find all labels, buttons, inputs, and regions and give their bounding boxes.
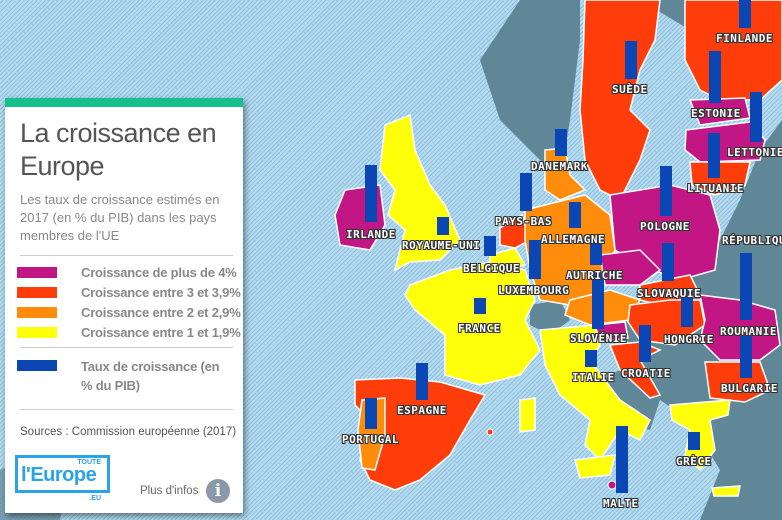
legend-label: Taux de croissance (en % du PIB) — [81, 359, 220, 393]
legend-list: Croissance de plus de 4% Croissance entr… — [5, 262, 243, 342]
bar-pologne — [660, 166, 672, 216]
label-republique: RÉPUBLIQUE — [722, 234, 782, 247]
subtitle: Les taux de croissance estimés en 2017 (… — [20, 192, 220, 243]
label-espagne: ESPAGNE — [397, 404, 447, 417]
bar-royaume-uni — [437, 217, 449, 235]
title-line-2: Europe — [20, 151, 105, 181]
bar-italie — [585, 350, 597, 367]
legend-swatch — [17, 306, 57, 318]
legend-swatch — [17, 266, 57, 278]
label-slovenie: SLOVÉNIE — [570, 332, 627, 345]
label-estonie: ESTONIE — [691, 107, 741, 120]
bar-danemark — [555, 129, 567, 156]
panel-accent-bar — [5, 98, 243, 107]
bar-estonie — [709, 51, 721, 103]
label-france: FRANCE — [458, 322, 501, 335]
bar-suede — [625, 41, 637, 79]
legend-item-3-to-3-9: Croissance entre 3 et 3,9% — [17, 282, 243, 302]
toute-leurope-logo[interactable]: TOUTE l'Europe .EU — [15, 455, 110, 502]
label-slovaquie: SLOVAQUIE — [637, 287, 702, 300]
legend-label: Croissance entre 2 et 2,9% — [81, 304, 241, 320]
bar-lituanie — [708, 133, 720, 178]
legend-swatch — [17, 360, 57, 371]
legend-item-over-4: Croissance de plus de 4% — [17, 262, 243, 282]
bar-luxembourg — [529, 240, 541, 279]
info-icon[interactable]: i — [206, 479, 230, 503]
bar-slovenie — [592, 273, 604, 329]
label-finlande: FINLANDE — [716, 32, 773, 45]
title-line-1: La croissance en — [20, 118, 217, 148]
bar-autriche — [590, 235, 602, 265]
label-autriche: AUTRICHE — [566, 269, 623, 282]
label-royaume-uni: ROYAUME-UNI — [402, 239, 481, 252]
label-luxembourg: LUXEMBOURG — [498, 284, 570, 297]
divider — [20, 347, 233, 348]
legend-label: Croissance de plus de 4% — [81, 264, 237, 280]
legend-panel: La croissance en Europe Les taux de croi… — [5, 98, 243, 513]
bar-grece — [688, 432, 700, 450]
logo-main: l'Europe — [21, 464, 97, 486]
bar-france — [474, 298, 486, 314]
bar-roumanie — [740, 290, 752, 320]
bar-belgique — [484, 236, 496, 256]
divider — [20, 255, 233, 256]
bar-bulgarie — [740, 336, 752, 378]
legend-item-growth-bar: Taux de croissance (en % du PIB) — [17, 357, 233, 395]
legend-swatch — [17, 286, 57, 298]
bar-portugal — [365, 398, 377, 429]
bar-pays-bas — [520, 173, 532, 211]
bar-finlande — [739, 0, 751, 28]
more-info-link[interactable]: Plus d'infos — [140, 485, 199, 497]
divider — [20, 409, 233, 410]
label-grece: GRÈCE — [676, 455, 712, 468]
logo-toute: TOUTE — [77, 459, 101, 466]
legend-label: Croissance entre 3 et 3,9% — [81, 284, 241, 300]
label-suede: SUÈDE — [612, 83, 648, 96]
label-portugal: PORTUGAL — [342, 433, 399, 446]
bar-hongrie — [681, 289, 693, 327]
bar-lettonie — [750, 92, 762, 142]
label-belgique: BELGIQUE — [463, 262, 520, 275]
label-allemagne: ALLEMAGNE — [541, 233, 606, 246]
label-croatie: CROATIE — [621, 367, 671, 380]
bar-irlande — [365, 165, 377, 222]
bar-allemagne — [569, 202, 581, 228]
sources: Sources : Commission européenne (2017) — [20, 426, 237, 438]
legend-item-2-to-2-9: Croissance entre 2 et 2,9% — [17, 302, 243, 322]
label-danemark: DANEMARK — [531, 160, 588, 173]
legend-swatch — [17, 326, 57, 338]
legend-item-1-to-1-9: Croissance entre 1 et 1,9% — [17, 322, 243, 342]
bar-slovaquie — [662, 243, 674, 281]
page-title: La croissance en Europe — [20, 117, 243, 183]
label-pays-bas: PAYS-BAS — [495, 215, 552, 228]
bar-malte — [616, 426, 628, 493]
label-malte: MALTE — [603, 497, 639, 510]
label-bulgarie: BULGARIE — [721, 382, 778, 395]
label-italie: ITALIE — [572, 371, 615, 384]
bar-espagne — [416, 363, 428, 400]
bar-croatie — [639, 325, 651, 362]
label-lettonie: LETTONIE — [727, 146, 782, 159]
label-roumanie: ROUMANIE — [720, 325, 777, 338]
label-pologne: POLOGNE — [640, 220, 690, 233]
label-irlande: IRLANDE — [346, 228, 396, 241]
logo-eu: .EU — [89, 495, 101, 502]
label-hongrie: HONGRIE — [664, 333, 714, 346]
legend-label: Croissance entre 1 et 1,9% — [81, 324, 241, 340]
label-lituanie: LITUANIE — [687, 182, 744, 195]
